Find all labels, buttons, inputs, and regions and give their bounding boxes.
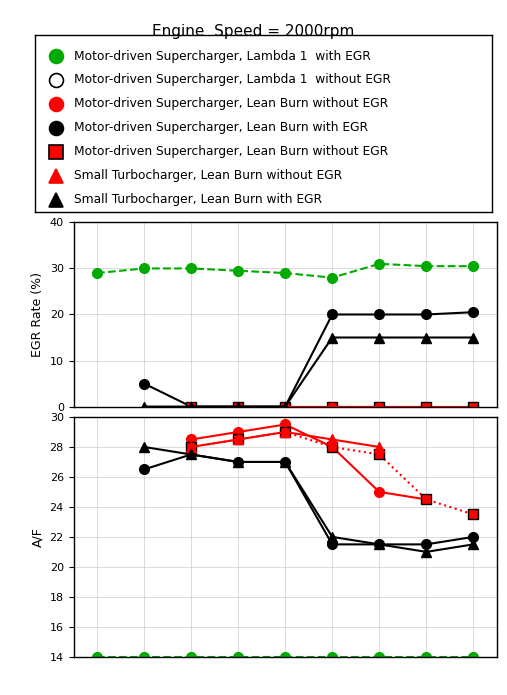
Text: Motor-driven Supercharger, Lean Burn with EGR: Motor-driven Supercharger, Lean Burn wit… <box>74 122 368 134</box>
Text: Motor-driven Supercharger, Lambda 1  with EGR: Motor-driven Supercharger, Lambda 1 with… <box>74 49 371 63</box>
Text: Motor-driven Supercharger, Lean Burn without EGR: Motor-driven Supercharger, Lean Burn wit… <box>74 145 388 158</box>
Y-axis label: A/F: A/F <box>31 527 44 547</box>
Text: Small Turbocharger, Lean Burn without EGR: Small Turbocharger, Lean Burn without EG… <box>74 169 342 182</box>
Text: Small Turbocharger, Lean Burn with EGR: Small Turbocharger, Lean Burn with EGR <box>74 193 322 206</box>
Text: Motor-driven Supercharger, Lambda 1  without EGR: Motor-driven Supercharger, Lambda 1 with… <box>74 74 391 86</box>
Text: Motor-driven Supercharger, Lean Burn without EGR: Motor-driven Supercharger, Lean Burn wit… <box>74 97 388 111</box>
Y-axis label: EGR Rate (%): EGR Rate (%) <box>31 272 44 357</box>
Text: Engine  Speed = 2000rpm: Engine Speed = 2000rpm <box>152 24 355 40</box>
